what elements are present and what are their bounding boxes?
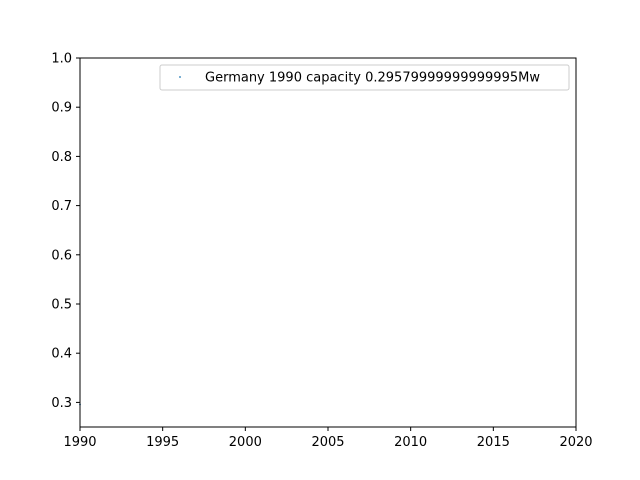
plot-frame [79, 57, 577, 428]
y-tick-label: 1.0 [51, 52, 72, 67]
axis-ticks: 1990 1995 2000 2005 2010 2015 2020 0.3 0.4 0.5 0.6… [51, 52, 592, 451]
x-tick-label: 2015 [477, 435, 510, 450]
y-tick-label: 0.8 [51, 150, 72, 165]
y-tick-label: 0.6 [51, 248, 72, 263]
x-tick-label: 1990 [63, 435, 96, 450]
legend-box [159, 64, 570, 91]
y-tick-label: 0.9 [51, 101, 72, 116]
legend-marker [179, 76, 181, 78]
y-tick-label: 0.3 [51, 396, 72, 411]
y-tick-label: 0.4 [51, 347, 72, 362]
y-tick-label: 0.5 [51, 298, 72, 313]
legend: Germany 1990 capacity 0.2957999999999999… [159, 64, 570, 91]
legend-label: Germany 1990 capacity 0.2957999999999999… [205, 71, 540, 86]
y-tick-label: 0.7 [51, 199, 72, 214]
plot-area [80, 58, 576, 427]
x-tick-label: 2000 [229, 435, 262, 450]
x-tick-label: 2020 [559, 435, 592, 450]
x-tick-label: 2010 [394, 435, 427, 450]
x-tick-label: 2005 [311, 435, 344, 450]
x-tick-label: 1995 [146, 435, 179, 450]
